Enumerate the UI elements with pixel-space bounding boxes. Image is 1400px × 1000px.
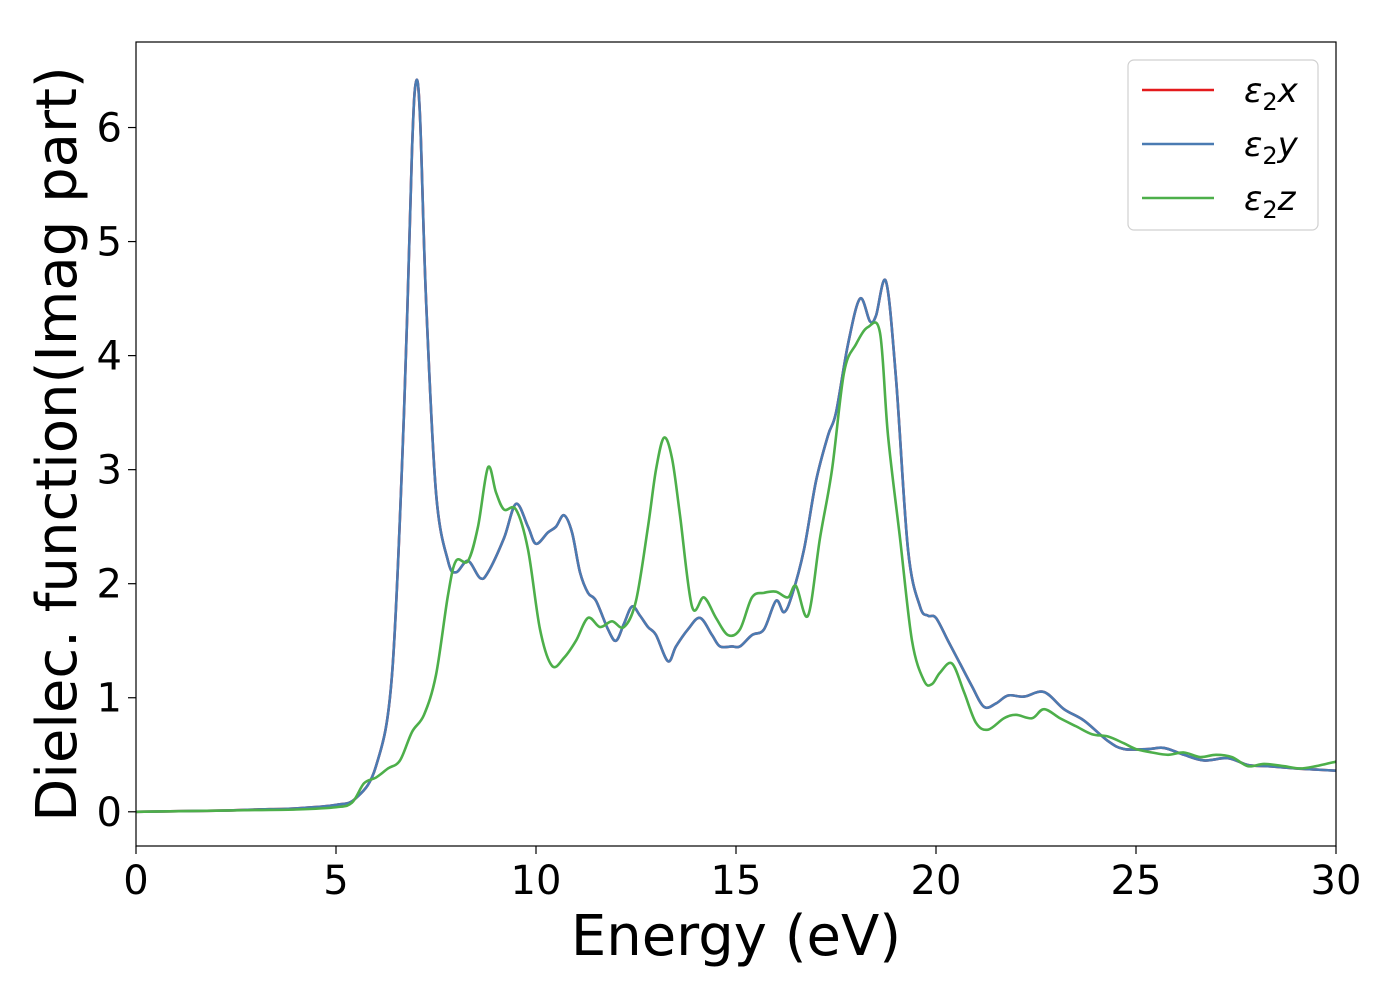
legend-label-y: ε2y — [1244, 125, 1299, 170]
y-tick-label: 2 — [97, 562, 122, 608]
legend-box — [1127, 59, 1319, 231]
legend: ε2x ε2y ε2z — [1127, 59, 1319, 231]
x-tick-label: 15 — [711, 858, 762, 904]
y-tick-label: 3 — [97, 448, 122, 494]
y-tick-label: 1 — [97, 676, 122, 722]
x-tick-label: 20 — [911, 858, 962, 904]
x-axis-title: Energy (eV) — [571, 904, 901, 969]
x-tick-label: 30 — [1311, 858, 1362, 904]
series-line-z — [136, 321, 1336, 814]
x-tick-label: 5 — [323, 858, 348, 904]
y-axis-ticks: 0 1 2 3 4 5 6 — [97, 106, 136, 836]
x-tick-label: 25 — [1111, 858, 1162, 904]
y-tick-label: 4 — [97, 334, 122, 380]
series-line-y — [136, 78, 1336, 814]
legend-label-z: ε2z — [1244, 179, 1297, 224]
x-tick-label: 0 — [123, 858, 148, 904]
y-tick-label: 5 — [97, 220, 122, 266]
x-axis-ticks: 0 5 10 15 20 25 30 — [123, 846, 1361, 904]
y-tick-label: 0 — [97, 790, 122, 836]
legend-label-x: ε2x — [1244, 71, 1299, 116]
y-axis-title: Dielec. function(Imag part) — [25, 66, 90, 822]
x-tick-label: 10 — [511, 858, 562, 904]
series-layer — [136, 78, 1336, 814]
y-tick-label: 6 — [97, 106, 122, 152]
